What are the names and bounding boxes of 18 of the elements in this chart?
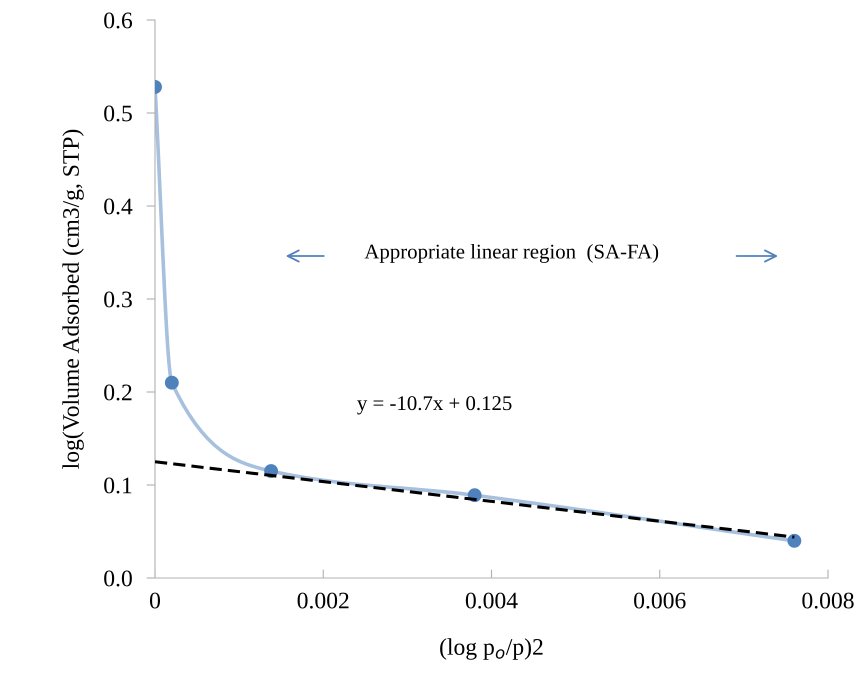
y-tick-label: 0.4 — [104, 198, 132, 215]
y-tick-label: 0.2 — [104, 384, 132, 401]
x-tick-label: 0.004 — [466, 592, 518, 609]
y-tick-label: 0.5 — [104, 105, 132, 122]
y-tick-label: 0.3 — [104, 291, 132, 308]
x-tick-label: 0 — [150, 592, 160, 609]
y-tick-label: 0.1 — [104, 477, 132, 494]
x-axis-title: (log p$_{o}$/p)2 — [440, 638, 543, 660]
y-tick-label: 0.0 — [104, 570, 132, 587]
x-tick-label: 0.006 — [634, 592, 686, 609]
y-tick-label: 0.6 — [104, 12, 132, 29]
point — [164, 376, 179, 390]
x-tick-label: 0.008 — [802, 592, 854, 609]
x-tick-label: 0.002 — [298, 592, 349, 609]
annotation: y = -10.7x + 0.125 — [357, 396, 512, 414]
annotation: Appropriate linear region (SA-FA) — [364, 244, 658, 263]
point — [787, 534, 802, 548]
y-axis-title: log(Volume Adsorbed (cm3/g, STP) — [62, 130, 84, 469]
